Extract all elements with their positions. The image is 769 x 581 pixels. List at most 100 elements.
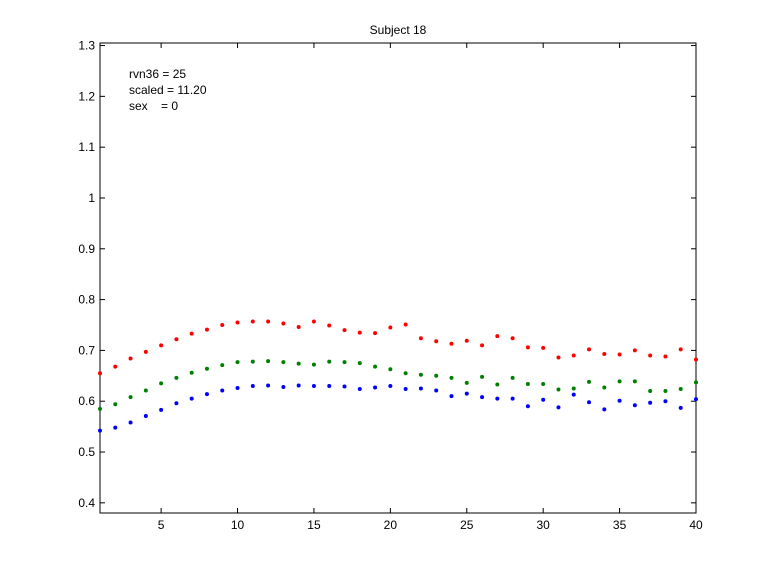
data-point xyxy=(143,388,148,393)
data-point xyxy=(204,366,209,371)
data-point xyxy=(266,383,271,388)
data-point xyxy=(235,386,240,391)
data-point xyxy=(327,383,332,388)
data-point xyxy=(480,374,485,379)
y-tick-label: 1.3 xyxy=(78,39,95,53)
data-point xyxy=(694,357,698,362)
data-point xyxy=(342,360,347,365)
data-point xyxy=(418,372,423,377)
y-axis: 0.4 0.5 0.6 0.7 0.8 0.9 1 1.1 1.2 1.3 xyxy=(78,39,696,510)
data-point xyxy=(373,331,378,336)
data-point xyxy=(434,339,439,344)
data-point xyxy=(266,359,271,364)
data-point xyxy=(464,338,469,343)
data-point xyxy=(342,328,347,333)
data-point xyxy=(434,388,439,393)
data-point xyxy=(418,336,423,341)
x-tick-label: 25 xyxy=(460,518,474,532)
data-point xyxy=(311,362,316,367)
y-tick-label: 0.6 xyxy=(78,394,95,408)
chart-title: Subject 18 xyxy=(370,23,427,37)
data-point xyxy=(235,360,240,365)
data-point xyxy=(220,363,225,368)
data-point xyxy=(678,405,683,410)
data-point xyxy=(449,394,454,399)
y-tick-label: 1 xyxy=(88,191,95,205)
data-point xyxy=(556,355,561,360)
data-point xyxy=(403,322,408,327)
plot-area xyxy=(99,42,697,514)
data-point xyxy=(663,354,668,359)
y-tick-label: 0.7 xyxy=(78,343,95,357)
data-point xyxy=(678,347,683,352)
data-point xyxy=(98,371,102,376)
data-point xyxy=(220,323,225,327)
data-point xyxy=(357,330,362,335)
annotation-block: rvn36 = 25 scaled = 11.20 sex = 0 xyxy=(129,67,207,113)
data-point xyxy=(602,407,607,412)
data-point xyxy=(587,400,592,405)
data-point xyxy=(632,403,637,408)
data-point xyxy=(617,352,622,357)
data-point xyxy=(388,367,393,372)
data-point xyxy=(525,345,530,350)
data-point xyxy=(480,395,485,400)
data-point xyxy=(159,407,164,412)
data-point xyxy=(311,383,316,388)
data-point xyxy=(434,373,439,378)
data-point xyxy=(388,325,393,330)
data-point xyxy=(128,356,133,361)
data-point xyxy=(541,397,546,402)
data-point xyxy=(113,402,118,407)
data-point xyxy=(556,405,561,410)
data-point xyxy=(128,395,133,400)
data-point xyxy=(648,400,653,405)
data-point xyxy=(98,406,102,411)
data-point xyxy=(281,360,286,365)
x-tick-label: 10 xyxy=(231,518,245,532)
data-point xyxy=(694,397,698,402)
series-2 xyxy=(98,383,698,433)
data-point xyxy=(541,381,546,386)
annotation-rvn36: rvn36 = 25 xyxy=(129,67,186,81)
x-tick-label: 20 xyxy=(384,518,398,532)
data-point xyxy=(250,359,255,364)
series-1 xyxy=(98,359,698,411)
data-point xyxy=(571,392,576,397)
data-point xyxy=(403,371,408,376)
y-tick-label: 1.2 xyxy=(78,89,95,103)
data-point xyxy=(159,381,164,386)
x-tick-label: 5 xyxy=(158,518,165,532)
x-tick-label: 15 xyxy=(307,518,321,532)
data-point xyxy=(235,320,240,325)
data-point xyxy=(495,396,500,401)
data-point xyxy=(113,364,118,369)
data-point xyxy=(143,413,148,418)
data-point xyxy=(189,331,194,336)
x-tick-label: 40 xyxy=(689,518,703,532)
data-point xyxy=(373,364,378,369)
data-point xyxy=(296,325,301,330)
data-point xyxy=(632,379,637,384)
data-point xyxy=(571,353,576,358)
data-point xyxy=(510,336,515,341)
data-point xyxy=(617,398,622,403)
data-point xyxy=(510,396,515,401)
data-point xyxy=(98,428,102,433)
data-point xyxy=(617,379,622,384)
data-point xyxy=(189,370,194,375)
data-point xyxy=(678,387,683,392)
data-point xyxy=(694,380,698,385)
data-point xyxy=(525,381,530,386)
data-point xyxy=(250,383,255,388)
y-tick-label: 0.9 xyxy=(78,242,95,256)
data-point xyxy=(587,347,592,352)
data-point xyxy=(204,392,209,397)
x-axis: 5 10 15 20 25 30 35 40 xyxy=(158,43,703,532)
data-point xyxy=(143,349,148,354)
data-point xyxy=(342,384,347,389)
data-point xyxy=(159,343,164,348)
data-point xyxy=(357,387,362,392)
